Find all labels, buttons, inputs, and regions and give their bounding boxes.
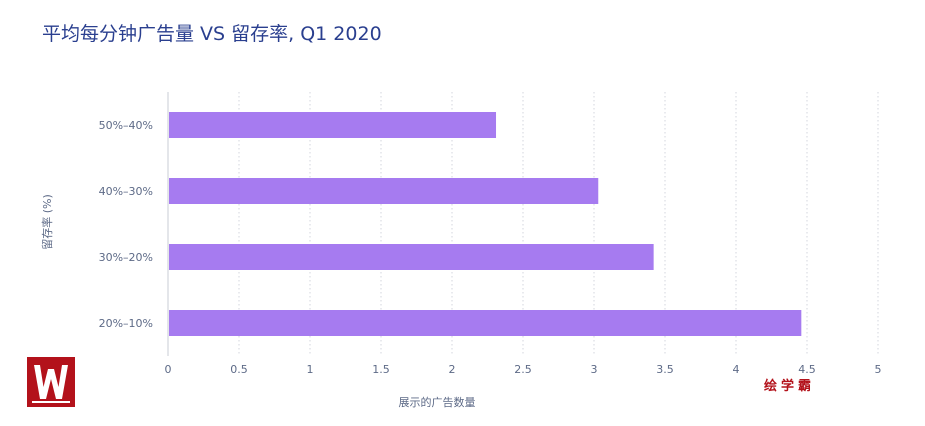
x-tick-label: 3 [591,363,598,376]
x-axis-label: 展示的广告数量 [398,396,476,409]
brand-w-logo-icon [27,357,75,407]
y-tick-label: 50%–40% [99,119,153,132]
y-tick-label: 40%–30% [99,185,153,198]
x-tick-label: 0.5 [230,363,248,376]
x-tick-label: 5 [875,363,882,376]
x-tick-label: 1.5 [372,363,390,376]
y-tick-label: 20%–10% [99,317,153,330]
x-tick-label: 0 [165,363,172,376]
bar-3 [169,310,802,336]
x-tick-label: 4 [733,363,740,376]
x-tick-labels: 0 0.5 1 1.5 2 2.5 3 3.5 4 4.5 5 [165,363,882,376]
x-tick-label: 4.5 [798,363,816,376]
bar-2 [169,244,654,270]
x-tick-label: 1 [307,363,314,376]
y-tick-label: 30%–20% [99,251,153,264]
bar-1 [169,178,599,204]
x-tick-label: 2.5 [514,363,532,376]
x-tick-label: 3.5 [656,363,674,376]
y-tick-labels: 50%–40% 40%–30% 30%–20% 20%–10% [99,119,153,330]
bar-0 [169,112,497,138]
bars [169,112,802,336]
chart-title: 平均每分钟广告量 VS 留存率, Q1 2020 [42,23,382,45]
watermark-text: 绘学霸 [764,379,816,394]
x-tick-label: 2 [449,363,456,376]
